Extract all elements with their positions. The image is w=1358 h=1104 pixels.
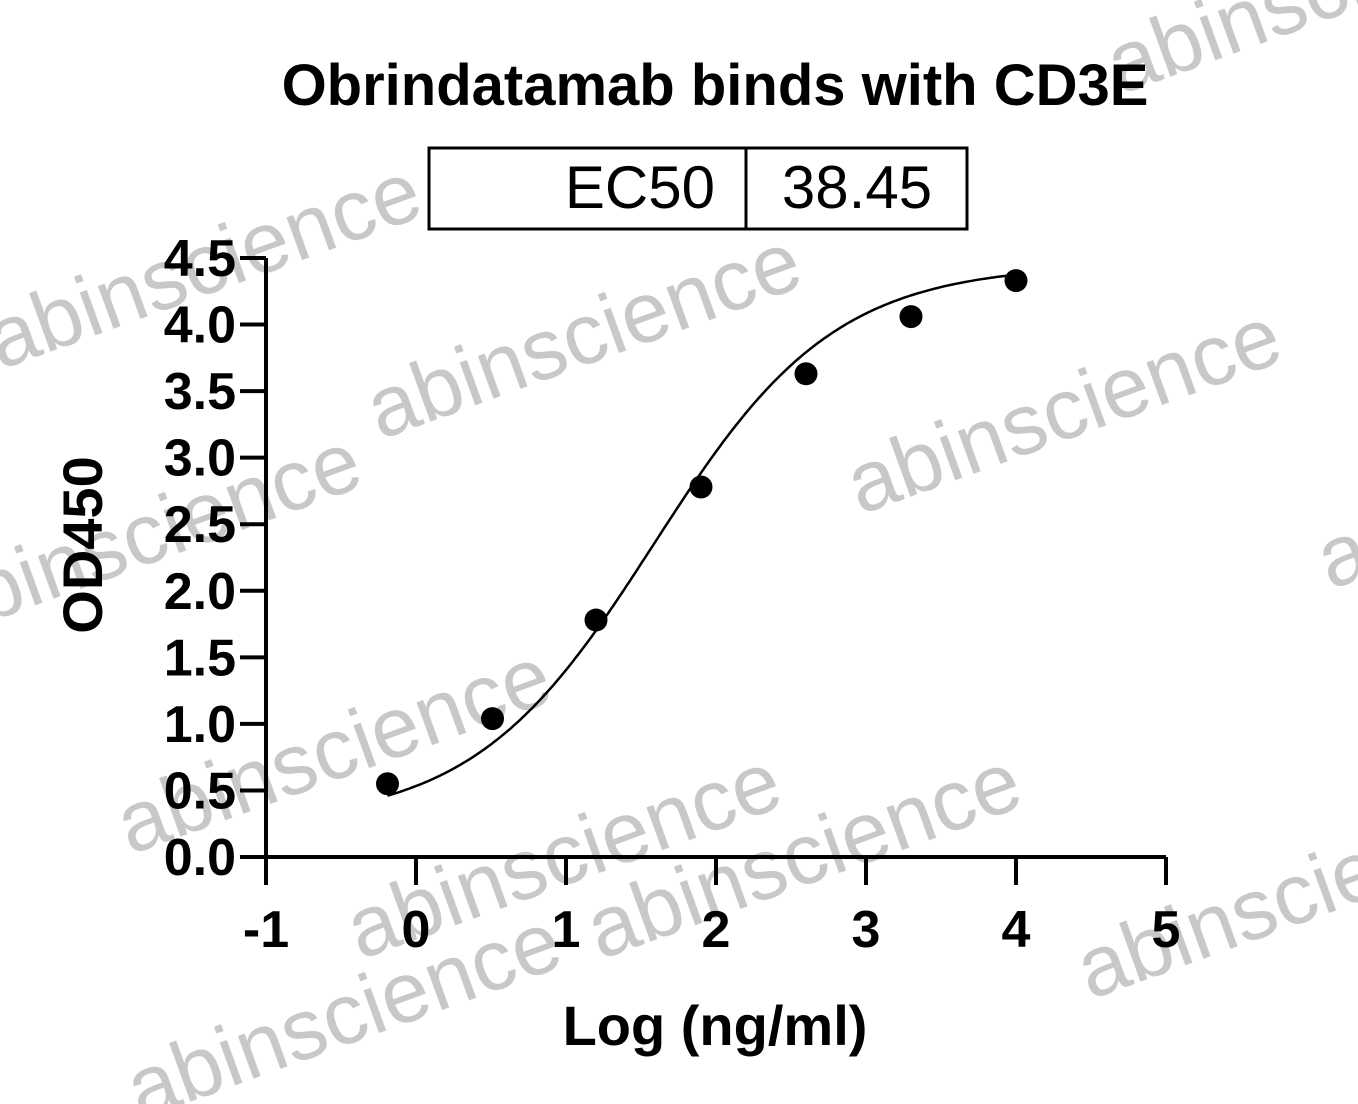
- y-axis-title: OD450: [51, 456, 114, 633]
- y-tick-label: 4.5: [164, 230, 236, 288]
- watermark-text: abinscience: [1304, 362, 1358, 608]
- y-tick-label: 2.0: [164, 563, 236, 621]
- data-point: [584, 608, 608, 632]
- data-point: [376, 772, 399, 796]
- fit-curve: [387, 273, 1017, 797]
- chart-title: Obrindatamab binds with CD3E: [282, 53, 1149, 118]
- y-tick-label: 0.0: [164, 829, 236, 887]
- x-axis-ticks: -1 0 1 2 3 4 5: [243, 857, 1181, 959]
- data-point: [899, 305, 923, 329]
- x-tick-label: 0: [402, 901, 431, 959]
- x-axis-title: Log (ng/ml): [563, 994, 868, 1057]
- watermark-text: abinscience: [354, 212, 814, 458]
- y-tick-label: 0.5: [164, 762, 236, 820]
- y-tick-label: 1.5: [164, 629, 236, 687]
- y-tick-label: 3.5: [164, 363, 236, 421]
- x-tick-label: 4: [1002, 901, 1031, 959]
- watermark-text: abinscience: [1064, 772, 1358, 1018]
- x-tick-label: 1: [552, 901, 581, 959]
- x-tick-label: 3: [852, 901, 881, 959]
- data-point: [689, 475, 713, 499]
- y-tick-label: 4.0: [164, 297, 236, 355]
- y-tick-label: 3.0: [164, 430, 236, 488]
- y-tick-label: 2.5: [164, 496, 236, 554]
- data-point: [794, 362, 818, 386]
- x-tick-label: 2: [702, 901, 731, 959]
- data-points: [376, 269, 1028, 796]
- watermark-text: abinscience: [114, 892, 574, 1104]
- ec50-table: EC50 38.45: [427, 146, 969, 231]
- y-axis-ticks: 0.0 0.5 1.0 1.5 2.0 2.5 3.0 3.5 4.0 4.5: [164, 230, 266, 887]
- x-tick-label: -1: [243, 901, 289, 959]
- ec50-value: 38.45: [782, 154, 932, 221]
- data-point: [481, 707, 504, 731]
- y-tick-label: 1.0: [164, 696, 236, 754]
- ec50-table-border: [427, 146, 969, 231]
- ec50-label: EC50: [565, 154, 715, 221]
- data-point: [1004, 269, 1028, 293]
- x-tick-label: 5: [1152, 901, 1181, 959]
